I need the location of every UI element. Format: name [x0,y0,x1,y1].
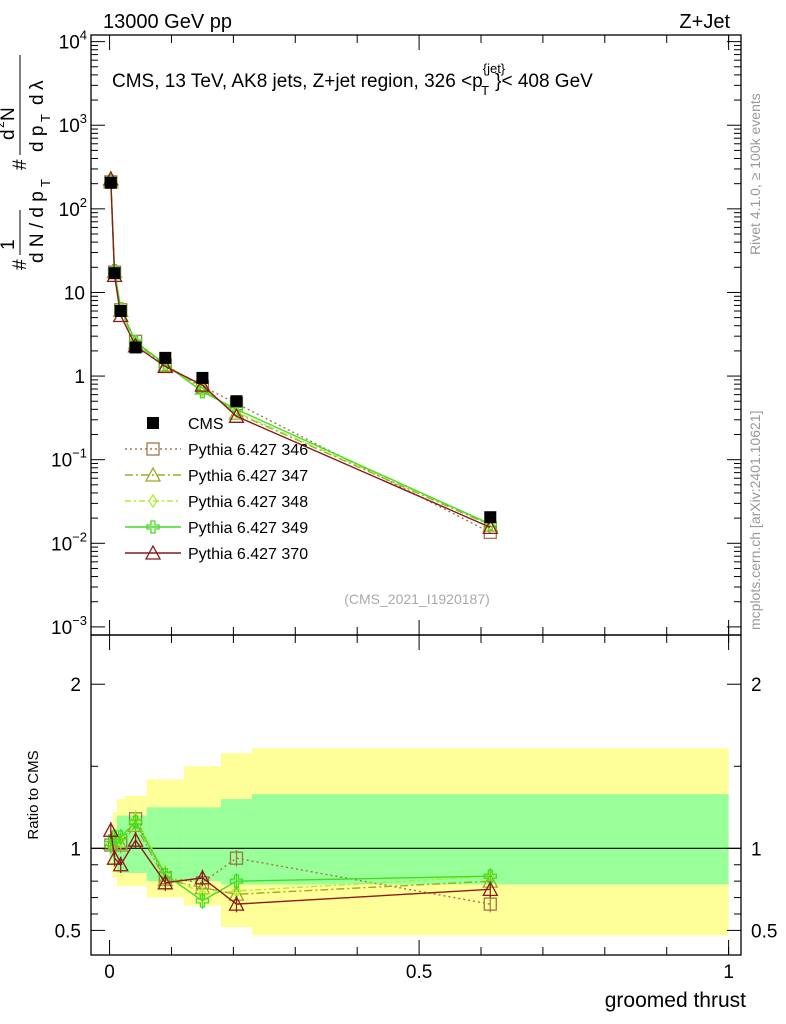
legend-label-1: Pythia 6.427 347 [188,468,308,485]
ytick-label-ratio-r-0: 0.5 [751,921,777,942]
ratio-marker-3-7 [483,869,497,883]
svg-text:d p: d p [27,126,48,152]
main-data-points [104,176,497,524]
data-point-7 [484,511,497,524]
ratio-marker-4-0 [102,821,119,837]
main-marker-4-5 [194,376,211,392]
main-marker-4-7 [482,519,499,535]
axes: 10−3 10−2 10−1 1 10 102 103 104 0 0.5 1 0.5 0.5 1 1 2 2 [51,28,777,983]
ratio-marker-3-2 [114,830,128,844]
svg-text:d N / d p: d N / d p [27,191,48,263]
ratio-marker-3-6 [229,874,244,888]
ratio-marker-2-2 [115,832,126,848]
ratio-line-2 [110,817,491,896]
ratio-marker-4-6 [228,895,245,911]
data-point-3 [129,341,142,354]
legend-label-data: CMS [188,416,224,433]
data-point-2 [114,305,127,318]
main-line-4 [110,178,491,529]
legend-marker-4 [144,544,162,560]
xtick-label-1: 0.5 [406,962,432,983]
svg-text:N: N [0,107,19,121]
main-marker-3-6 [229,402,244,416]
legend-marker-0 [146,442,160,456]
ytick-label-ratio-0: 0.5 [55,921,81,942]
main-marker-4-6 [228,407,245,423]
analysis-id: (CMS_2021_I1920187) [344,591,490,607]
svg-text:1: 1 [0,239,19,250]
band-inner-6 [221,799,252,885]
data-point-1 [108,267,121,280]
ratio-marker-4-1 [106,849,123,865]
ytick-label-main-1: 10−2 [51,529,87,555]
ratio-marker-3-3 [128,815,143,829]
legend-label-4: Pythia 6.427 370 [188,546,308,563]
data-point-5 [196,371,209,384]
ytick-label-main-0: 10−3 [51,613,87,639]
legend-marker-1 [144,466,162,482]
ratio-marker-4-5 [194,869,211,885]
ytick-label-main-7: 104 [59,28,87,54]
x-axis-label: groomed thrust [605,989,746,1012]
ratio-marker-0-6 [229,851,244,865]
ytick-label-main-4: 10 [64,283,85,304]
ratio-marker-0-7 [483,897,497,911]
band-inner-5 [183,807,221,882]
ytick-label-main-2: 10−1 [51,446,87,472]
ytick-label-ratio-1: 1 [70,839,81,860]
ratio-line-4 [110,830,491,905]
legend-label-3: Pythia 6.427 349 [188,520,308,537]
svg-text:d: d [0,129,19,140]
legend: CMS Pythia 6.427 346 Pythia 6.427 347 Pythi… [125,416,308,563]
ytick-label-main-5: 102 [59,195,87,221]
plot-title: CMS, 13 TeV, AK8 jets, Z+jet region, 326… [112,61,593,98]
ytick-label-main-3: 1 [74,367,85,388]
main-frame [90,34,742,636]
legend-label-0: Pythia 6.427 346 [188,442,308,459]
svg-text:T: T [38,114,53,122]
svg-text:#: # [10,259,31,270]
svg-text:λ: λ [27,80,48,90]
xtick-label-0: 0 [104,962,115,983]
svg-text:2: 2 [0,121,7,128]
legend-label-2: Pythia 6.427 348 [188,494,308,511]
ratio-frame [90,634,742,956]
ratio-marker-3-5 [195,894,210,908]
data-point-6 [230,395,243,408]
legend-marker-3 [146,520,160,534]
mcplots-label: mcplots.cern.ch [arXiv:2401.10621] [747,411,763,630]
ratio-marker-4-3 [127,831,144,847]
rivet-label: Rivet 4.1.0, ≥ 100k events [747,93,763,255]
data-point-0 [104,176,117,189]
y-axis-label-main: # 1 d N / d p T # d 2 N d p T d λ [0,55,53,270]
ratio-series [102,810,499,913]
ytick-label-main-6: 103 [59,111,87,137]
ratio-marker-4-2 [112,856,129,872]
data-point-4 [159,351,172,364]
main-marker-4-4 [157,358,174,374]
ratio-marker-4-7 [482,880,499,897]
ytick-label-ratio-r-2: 2 [751,675,762,696]
header-left: 13000 GeV pp [103,11,232,33]
svg-text:#: # [10,159,31,170]
svg-text:T: T [38,179,53,187]
ytick-label-ratio-r-1: 1 [751,839,762,860]
legend-marker-data [147,417,159,429]
ratio-marker-4-4 [157,874,174,890]
header-right: Z+Jet [679,11,730,33]
y-axis-label-ratio: Ratio to CMS [25,750,42,839]
ytick-label-ratio-2: 2 [70,675,81,696]
ratio-bands [91,748,741,936]
legend-marker-2 [148,493,158,509]
svg-text:d: d [27,94,48,105]
xtick-label-2: 1 [723,962,734,983]
